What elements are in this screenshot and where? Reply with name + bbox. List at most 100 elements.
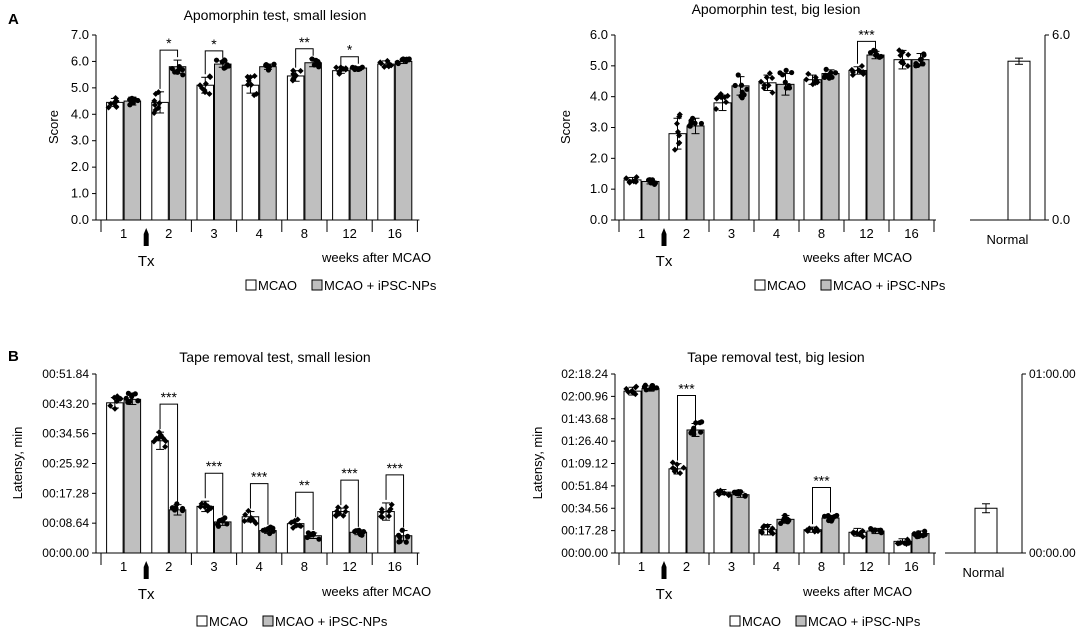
bar-mcao [377, 63, 395, 221]
y-tick-label: 00:51.84 [42, 367, 89, 381]
bar-ipsc-np [821, 73, 840, 221]
significance-label: * [347, 42, 353, 58]
bar-mcao [713, 491, 732, 554]
data-point-diamond [680, 464, 687, 471]
bar-mcao [286, 75, 305, 221]
data-point-diamond [388, 501, 395, 508]
data-point-diamond [152, 106, 159, 113]
data-point-circle [693, 420, 699, 426]
x-tick-label: 4 [773, 226, 780, 241]
significance-label: ** [299, 477, 310, 493]
data-point-circle [732, 82, 738, 89]
legend-swatch-ipsc-np [795, 615, 807, 627]
x-tick-label: 12 [859, 559, 873, 574]
x-tick-label: 12 [342, 226, 356, 241]
y-tick-label: 00:51.84 [561, 479, 608, 493]
x-tick-label: 1 [120, 226, 127, 241]
x-axis-label: weeks after MCAO [321, 584, 431, 599]
x-tick-label: 3 [210, 559, 217, 574]
bar-mcao [241, 84, 260, 221]
bar-ipsc-np [259, 66, 277, 221]
bar-ipsc-np [731, 494, 750, 554]
chart-tape-small: Tape removal test, small lesion 00:00.00 0… [10, 349, 431, 629]
y-tick-label: 01:09.12 [561, 457, 608, 471]
data-point-diamond [378, 506, 385, 513]
data-point-circle [698, 120, 705, 127]
y-tick-label: 0.0 [590, 212, 608, 227]
data-point-diamond [723, 99, 730, 106]
significance-bracket [677, 395, 696, 461]
data-point-diamond [761, 82, 768, 89]
bar-ipsc-np [776, 83, 795, 221]
bar-mcao [893, 59, 912, 221]
data-point-circle [123, 395, 129, 401]
data-point-diamond [113, 398, 120, 405]
data-point-circle [653, 385, 660, 391]
legend-label-ipsc-np: MCAO + iPSC-NPs [833, 278, 946, 293]
bar-ipsc-np [641, 180, 660, 221]
y-tick-label: 0.0 [71, 212, 89, 227]
legend-swatch-mcao [754, 279, 766, 291]
normal-y-tick-label: 0.0 [1052, 212, 1070, 227]
data-point-diamond [245, 507, 252, 514]
bar-mcao [713, 102, 732, 221]
data-point-circle [691, 425, 697, 431]
bar-mcao [151, 101, 169, 221]
y-tick-label: 3.0 [71, 133, 89, 148]
bar-mcao [848, 69, 867, 221]
bar-mcao [151, 440, 169, 554]
data-point-diamond [714, 488, 721, 495]
data-point-diamond [803, 76, 810, 83]
y-tick-label: 01:26.40 [561, 434, 608, 448]
treatment-label: Tx [138, 253, 155, 270]
data-point-circle [359, 532, 365, 538]
x-tick-label: 1 [638, 226, 645, 241]
data-point-diamond [290, 71, 297, 78]
treatment-arrow-icon [661, 228, 667, 246]
data-point-circle [738, 82, 745, 88]
data-point-circle [397, 534, 403, 540]
data-point-diamond [162, 443, 169, 450]
data-point-diamond [805, 70, 812, 77]
bar-mcao [758, 82, 777, 221]
significance-bracket [295, 48, 314, 68]
legend-swatch-mcao [729, 615, 741, 627]
y-axis-label: Latensy, min [10, 427, 25, 500]
legend-label-ipsc-np: MCAO + iPSC-NPs [275, 614, 388, 629]
bar-normal [974, 507, 998, 554]
data-point-circle [315, 60, 321, 66]
x-tick-label: 8 [301, 226, 308, 241]
x-tick-label: 12 [859, 226, 873, 241]
y-tick-label: 4.0 [590, 89, 608, 104]
bar-mcao [803, 79, 822, 221]
data-point-diamond [895, 540, 902, 547]
data-point-circle [698, 429, 704, 435]
x-tick-label: 3 [210, 226, 217, 241]
data-point-circle [744, 86, 750, 92]
bar-mcao [668, 468, 687, 554]
data-point-diamond [199, 85, 206, 92]
significance-label: *** [387, 460, 404, 476]
y-tick-label: 1.0 [71, 186, 89, 201]
y-tick-label: 2.0 [71, 159, 89, 174]
y-tick-label: 6.0 [71, 53, 89, 68]
data-point-circle [731, 489, 738, 495]
data-point-diamond [673, 120, 680, 127]
significance-label: *** [206, 458, 223, 474]
legend-label-mcao: MCAO [767, 278, 806, 293]
legend-swatch-ipsc-np [820, 279, 832, 291]
panel-label-a: A [8, 11, 19, 28]
x-tick-label: 16 [388, 226, 402, 241]
data-point-circle [822, 72, 829, 78]
data-point-diamond [290, 76, 297, 83]
y-tick-label: 02:00.96 [561, 389, 608, 403]
data-point-circle [169, 505, 176, 511]
y-tick-label: 5.0 [590, 58, 608, 73]
data-point-diamond [343, 504, 350, 511]
data-point-diamond [156, 100, 163, 107]
data-point-circle [783, 67, 789, 73]
x-tick-label: 4 [256, 559, 263, 574]
legend-swatch-ipsc-np [311, 279, 323, 291]
data-point-diamond [769, 89, 776, 96]
y-tick-label: 01:43.68 [561, 412, 608, 426]
